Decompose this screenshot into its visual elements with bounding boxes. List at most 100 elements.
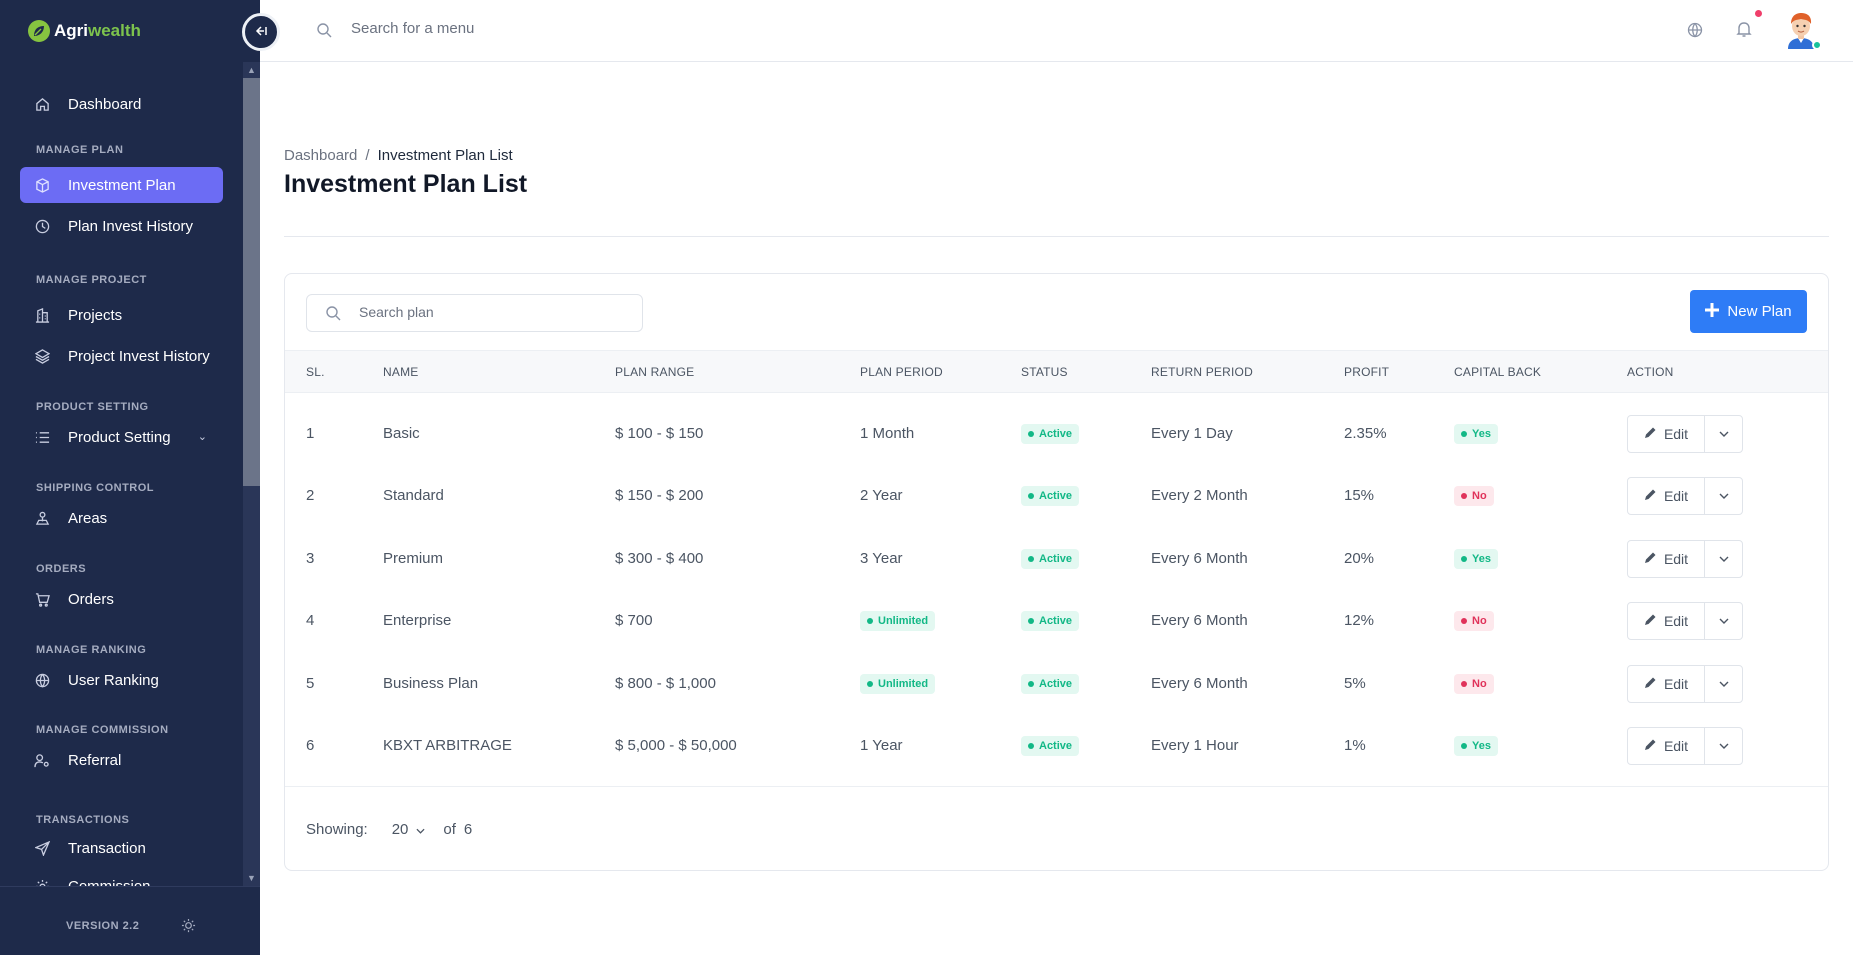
row-dropdown-toggle[interactable] bbox=[1705, 478, 1742, 514]
header-divider bbox=[284, 236, 1829, 237]
status-badge: Active bbox=[1021, 424, 1080, 444]
sun-icon[interactable] bbox=[181, 918, 196, 938]
sidebar-item-plan-invest-history[interactable]: Plan Invest History bbox=[20, 208, 223, 244]
section-manage-project: MANAGE PROJECT bbox=[36, 274, 147, 286]
cell-return-period: Every 6 Month bbox=[1151, 612, 1248, 629]
status-badge: Active bbox=[1021, 486, 1080, 506]
language-globe-icon[interactable] bbox=[1687, 22, 1703, 43]
user-avatar[interactable] bbox=[1784, 11, 1822, 50]
row-dropdown-toggle[interactable] bbox=[1705, 728, 1742, 764]
sidebar-item-commission[interactable]: Commission bbox=[20, 868, 223, 886]
table-footer-divider bbox=[285, 786, 1828, 787]
cell-profit: 2.35% bbox=[1344, 425, 1387, 442]
row-dropdown-toggle[interactable] bbox=[1705, 541, 1742, 577]
pagination-info: Showing: 20 of 6 bbox=[306, 821, 472, 838]
capital-back-text: Yes bbox=[1472, 740, 1491, 752]
capital-back-text: No bbox=[1472, 490, 1487, 502]
sidebar-item-user-ranking[interactable]: User Ranking bbox=[20, 662, 223, 698]
section-manage-ranking: MANAGE RANKING bbox=[36, 644, 147, 656]
status-badge: Active bbox=[1021, 611, 1080, 631]
edit-label: Edit bbox=[1663, 426, 1689, 442]
cell-profit: 12% bbox=[1344, 612, 1375, 629]
sidebar-item-orders[interactable]: Orders bbox=[20, 581, 223, 617]
cell-plan-period: 2 Year bbox=[860, 487, 903, 504]
column-header-action: ACTION bbox=[1627, 365, 1674, 379]
scroll-down-arrow-icon[interactable]: ▼ bbox=[247, 873, 256, 883]
capital-back-badge: No bbox=[1454, 674, 1494, 694]
edit-button[interactable]: Edit bbox=[1628, 603, 1705, 639]
scroll-up-arrow-icon[interactable]: ▲ bbox=[247, 65, 256, 75]
globe-icon bbox=[34, 672, 50, 688]
row-action-group: Edit bbox=[1627, 602, 1743, 640]
edit-button[interactable]: Edit bbox=[1628, 728, 1705, 764]
status-text: Active bbox=[1039, 740, 1073, 752]
box-icon bbox=[34, 177, 50, 193]
per-page-select[interactable]: 20 bbox=[392, 821, 426, 838]
sidebar-item-label: Projects bbox=[68, 306, 123, 324]
row-dropdown-toggle[interactable] bbox=[1705, 603, 1742, 639]
building-icon bbox=[34, 307, 50, 323]
sidebar-item-product-setting[interactable]: Product Setting ⌄ bbox=[20, 419, 223, 455]
row-dropdown-toggle[interactable] bbox=[1705, 666, 1742, 702]
plan-period-badge: Unlimited bbox=[860, 611, 936, 631]
sidebar-item-transaction[interactable]: Transaction bbox=[20, 830, 223, 866]
sidebar-item-areas[interactable]: Areas bbox=[20, 500, 223, 536]
table-row: 2 Standard $ 150 - $ 200 2 Year Active E… bbox=[285, 465, 1828, 527]
chevron-down-icon bbox=[1719, 616, 1729, 627]
collapse-arrow-icon bbox=[255, 24, 267, 40]
sidebar-collapse-button[interactable] bbox=[242, 13, 280, 51]
sidebar-item-projects[interactable]: Projects bbox=[20, 297, 223, 333]
sidebar-item-label: Areas bbox=[68, 509, 108, 527]
plan-search-input[interactable] bbox=[359, 304, 629, 320]
scrollbar-thumb[interactable] bbox=[243, 78, 260, 486]
sidebar-item-label: Project Invest History bbox=[68, 347, 210, 365]
cell-profit: 20% bbox=[1344, 550, 1375, 567]
edit-button[interactable]: Edit bbox=[1628, 478, 1705, 514]
plan-search-box[interactable] bbox=[306, 294, 643, 332]
capital-back-badge: Yes bbox=[1454, 549, 1498, 569]
cell-plan-range: $ 150 - $ 200 bbox=[615, 487, 704, 504]
sidebar-item-project-invest-history[interactable]: Project Invest History bbox=[20, 338, 223, 374]
map-pin-icon bbox=[34, 510, 50, 526]
status-badge: Active bbox=[1021, 736, 1080, 756]
sidebar-item-label: Plan Invest History bbox=[68, 217, 194, 235]
row-dropdown-toggle[interactable] bbox=[1705, 416, 1742, 452]
cell-plan-range: $ 300 - $ 400 bbox=[615, 550, 704, 567]
table-row: 3 Premium $ 300 - $ 400 3 Year Active Ev… bbox=[285, 528, 1828, 590]
edit-label: Edit bbox=[1663, 613, 1689, 629]
cell-sl: 5 bbox=[306, 675, 315, 692]
edit-button[interactable]: Edit bbox=[1628, 666, 1705, 702]
sidebar-item-label: User Ranking bbox=[68, 671, 159, 689]
cell-plan-period: 1 Year bbox=[860, 737, 903, 754]
notification-bell-icon[interactable] bbox=[1736, 21, 1752, 43]
status-text: Active bbox=[1039, 428, 1073, 440]
breadcrumb-dashboard-link[interactable]: Dashboard bbox=[284, 147, 358, 164]
column-header-name: NAME bbox=[383, 365, 419, 379]
notification-dot bbox=[1755, 10, 1762, 17]
cell-sl: 2 bbox=[306, 487, 315, 504]
cell-return-period: Every 6 Month bbox=[1151, 675, 1248, 692]
menu-search-input[interactable] bbox=[351, 20, 751, 37]
app-logo[interactable]: Agri wealth bbox=[28, 18, 141, 44]
plan-list-card: New Plan SL. NAME PLAN RANGE PLAN PERIOD… bbox=[284, 273, 1829, 871]
cell-return-period: Every 1 Hour bbox=[1151, 737, 1239, 754]
new-plan-button[interactable]: New Plan bbox=[1690, 290, 1807, 333]
sidebar-scrollbar[interactable]: ▲ ▼ bbox=[243, 62, 260, 886]
capital-back-badge: Yes bbox=[1454, 424, 1498, 444]
edit-button[interactable]: Edit bbox=[1628, 416, 1705, 452]
cell-plan-range: $ 700 bbox=[615, 612, 653, 629]
edit-button[interactable]: Edit bbox=[1628, 541, 1705, 577]
pencil-icon bbox=[1644, 426, 1657, 442]
sidebar-item-referral[interactable]: Referral bbox=[20, 742, 223, 778]
online-status-dot bbox=[1812, 40, 1822, 50]
sidebar-item-dashboard[interactable]: Dashboard bbox=[20, 86, 223, 122]
status-badge: Active bbox=[1021, 549, 1080, 569]
clock-icon bbox=[34, 218, 50, 234]
sidebar-item-investment-plan[interactable]: Investment Plan bbox=[20, 167, 223, 203]
per-page-value: 20 bbox=[391, 821, 409, 838]
sidebar-item-label: Orders bbox=[68, 590, 114, 608]
row-action-group: Edit bbox=[1627, 727, 1743, 765]
section-orders: ORDERS bbox=[36, 563, 87, 575]
section-transactions: TRANSACTIONS bbox=[36, 814, 130, 826]
breadcrumb-current: Investment Plan List bbox=[377, 147, 513, 164]
